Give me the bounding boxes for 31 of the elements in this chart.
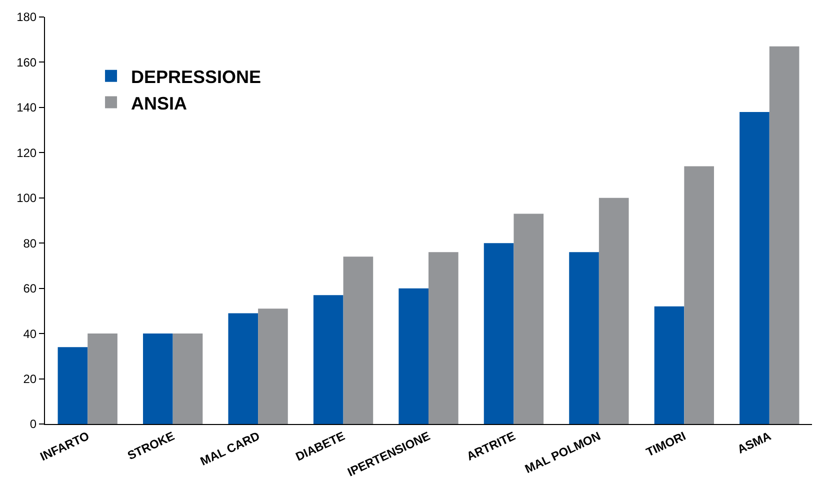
bar xyxy=(654,306,684,424)
bar xyxy=(684,166,714,424)
bar xyxy=(58,347,88,424)
bar xyxy=(740,112,770,424)
y-tick-label: 60 xyxy=(23,282,37,296)
bar xyxy=(313,295,344,424)
bar xyxy=(598,198,629,424)
y-tick-label: 40 xyxy=(23,326,37,341)
legend-label: ANSIA xyxy=(131,93,188,114)
y-tick-label: 180 xyxy=(16,10,37,24)
bar xyxy=(88,334,118,424)
bar xyxy=(143,334,173,424)
bar xyxy=(569,252,599,424)
y-tick-label: 80 xyxy=(23,236,37,250)
y-tick-label: 100 xyxy=(16,191,37,206)
y-tick-label: 20 xyxy=(23,372,37,386)
legend-label: DEPRESSIONE xyxy=(131,66,262,87)
bar xyxy=(514,214,544,424)
y-tick-label: 160 xyxy=(16,55,37,70)
bar xyxy=(258,308,288,424)
y-tick-label: 140 xyxy=(16,100,37,115)
bar xyxy=(769,46,800,424)
y-tick-label: 120 xyxy=(16,146,37,160)
x-tick-label: MAL CARD xyxy=(198,428,262,469)
bar xyxy=(398,288,428,424)
bar xyxy=(343,256,374,424)
bar xyxy=(484,243,514,424)
bar xyxy=(172,334,203,424)
y-tick-label: 0 xyxy=(30,417,37,432)
bar xyxy=(228,313,258,424)
bar xyxy=(428,252,458,424)
